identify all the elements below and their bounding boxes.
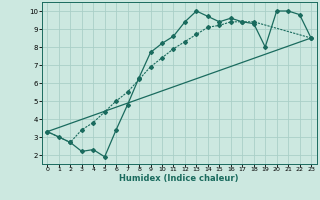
X-axis label: Humidex (Indice chaleur): Humidex (Indice chaleur) [119, 174, 239, 183]
